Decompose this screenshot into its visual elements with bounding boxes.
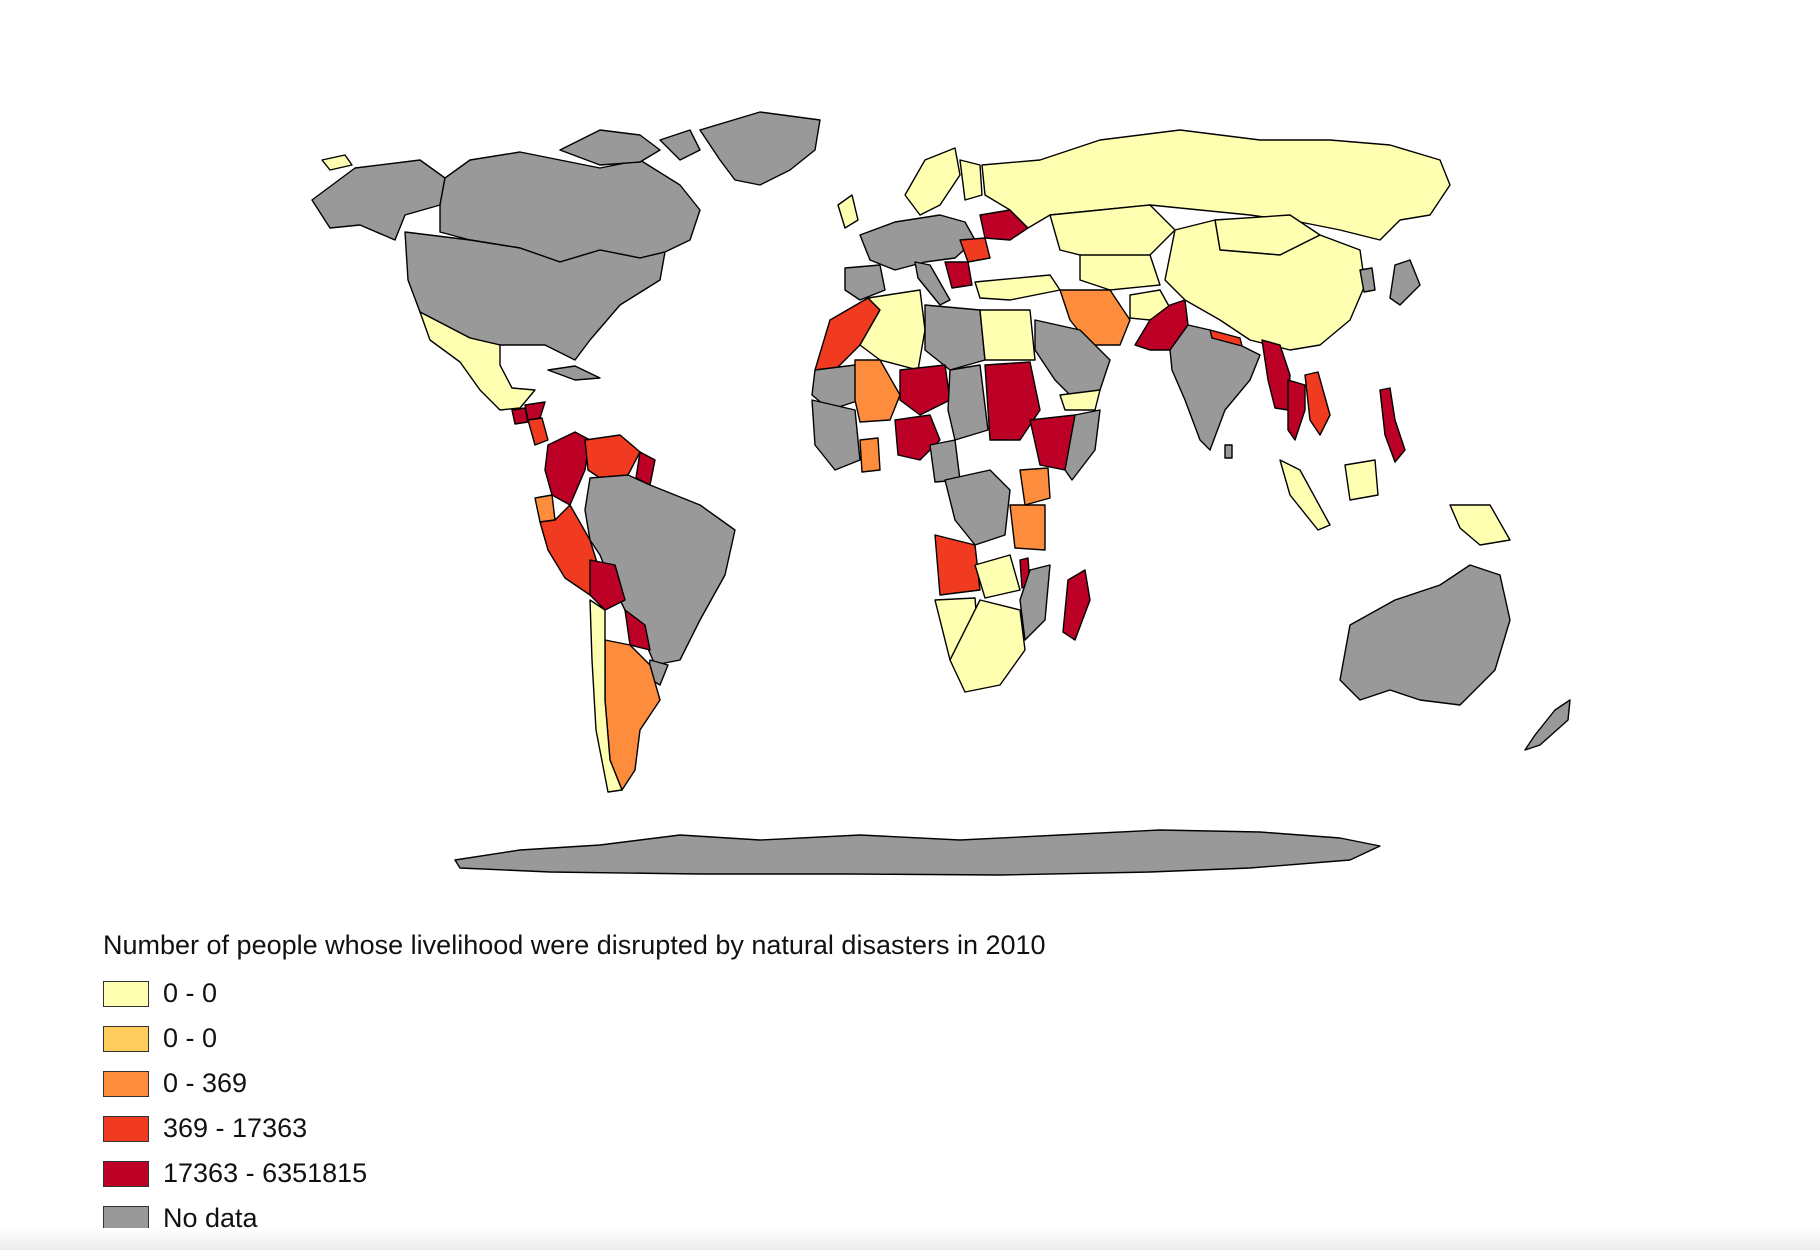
- region-ghana: [859, 437, 881, 473]
- region-balkans: [944, 261, 973, 289]
- legend-label: 0 - 369: [163, 1068, 248, 1098]
- legend-swatch: [103, 1025, 149, 1052]
- region-zambia: [974, 554, 1021, 599]
- legend-swatch: [103, 1070, 149, 1097]
- region-chile: [589, 599, 623, 793]
- region-yemen: [1059, 389, 1101, 411]
- region-madagascar: [1062, 569, 1091, 641]
- region-ukraine: [979, 209, 1029, 241]
- region-angola: [934, 534, 981, 596]
- region-cameroon: [929, 439, 961, 483]
- legend-swatch: [103, 1160, 149, 1187]
- region-alaska: [311, 159, 446, 241]
- region-chad: [947, 364, 989, 441]
- region-sri-lanka: [1224, 444, 1233, 459]
- legend-item: 0 - 369: [103, 1061, 1046, 1106]
- legend-item: 369 - 17363: [103, 1106, 1046, 1151]
- region-brazil: [584, 474, 736, 666]
- region-russia: [981, 129, 1451, 241]
- region-thailand: [1287, 379, 1306, 441]
- region-mauritania: [811, 364, 861, 411]
- region-scandinavia: [904, 147, 961, 216]
- region-sudan: [984, 361, 1041, 441]
- region-colombia: [544, 431, 591, 506]
- region-ecuador: [534, 494, 556, 523]
- region-paraguay: [624, 609, 651, 651]
- region-china: [1164, 219, 1366, 351]
- legend-item: 0 - 0: [103, 971, 1046, 1016]
- region-nicaragua: [527, 417, 549, 446]
- region-somalia: [1064, 409, 1101, 481]
- region-niger: [899, 364, 951, 416]
- region-iberia: [844, 264, 886, 301]
- region-venezuela: [584, 434, 641, 479]
- region-turkey: [974, 274, 1061, 301]
- legend-label: 369 - 17363: [163, 1113, 308, 1143]
- region-libya: [924, 304, 986, 371]
- region-west-coast: [811, 399, 861, 471]
- region-australia: [1339, 564, 1511, 706]
- region-bolivia: [589, 559, 626, 611]
- legend-title: Number of people whose livelihood were d…: [103, 930, 1046, 960]
- window-bottom-edge: [0, 1228, 1820, 1250]
- region-mozambique: [1019, 564, 1051, 641]
- region-romania: [959, 237, 991, 263]
- region-uk: [837, 194, 859, 229]
- region-myanmar: [1261, 339, 1291, 411]
- legend-swatch: [103, 1115, 149, 1142]
- region-south-africa: [949, 599, 1026, 693]
- region-japan: [1389, 259, 1421, 306]
- region-drc: [944, 469, 1011, 546]
- region-new-guinea: [1449, 504, 1511, 546]
- region-borneo: [1344, 459, 1379, 501]
- legend-swatch: [103, 980, 149, 1007]
- region-india: [1169, 324, 1261, 451]
- region-iceland: [321, 154, 353, 171]
- region-arctic-islands: [559, 129, 701, 166]
- region-kazakhstan: [1049, 204, 1176, 261]
- region-sumatra: [1279, 459, 1331, 531]
- region-korea: [1359, 267, 1376, 293]
- region-philippines: [1379, 387, 1406, 463]
- legend-label: 17363 - 6351815: [163, 1158, 368, 1188]
- region-mexico: [419, 311, 536, 411]
- region-new-zealand: [1524, 699, 1571, 751]
- region-cuba: [547, 365, 601, 381]
- region-mali: [854, 359, 901, 423]
- region-central-asia: [1079, 254, 1161, 291]
- region-italy: [914, 261, 951, 306]
- region-finland: [959, 159, 983, 201]
- region-vietnam: [1304, 371, 1331, 436]
- legend-label: 0 - 0: [163, 1023, 218, 1053]
- legend-swatch: [103, 1205, 149, 1232]
- region-algeria: [859, 289, 926, 371]
- region-iran: [1059, 289, 1131, 346]
- legend-item: 0 - 0: [103, 1016, 1046, 1061]
- region-egypt: [979, 309, 1036, 361]
- map-legend: Number of people whose livelihood were d…: [103, 930, 1046, 1241]
- region-kenya: [1019, 467, 1051, 506]
- region-tanzania: [1009, 504, 1046, 551]
- region-greenland: [699, 111, 821, 186]
- region-antarctica: [454, 829, 1381, 876]
- legend-item: 17363 - 6351815: [103, 1151, 1046, 1196]
- region-nepal: [1209, 329, 1243, 347]
- legend-label: 0 - 0: [163, 978, 218, 1008]
